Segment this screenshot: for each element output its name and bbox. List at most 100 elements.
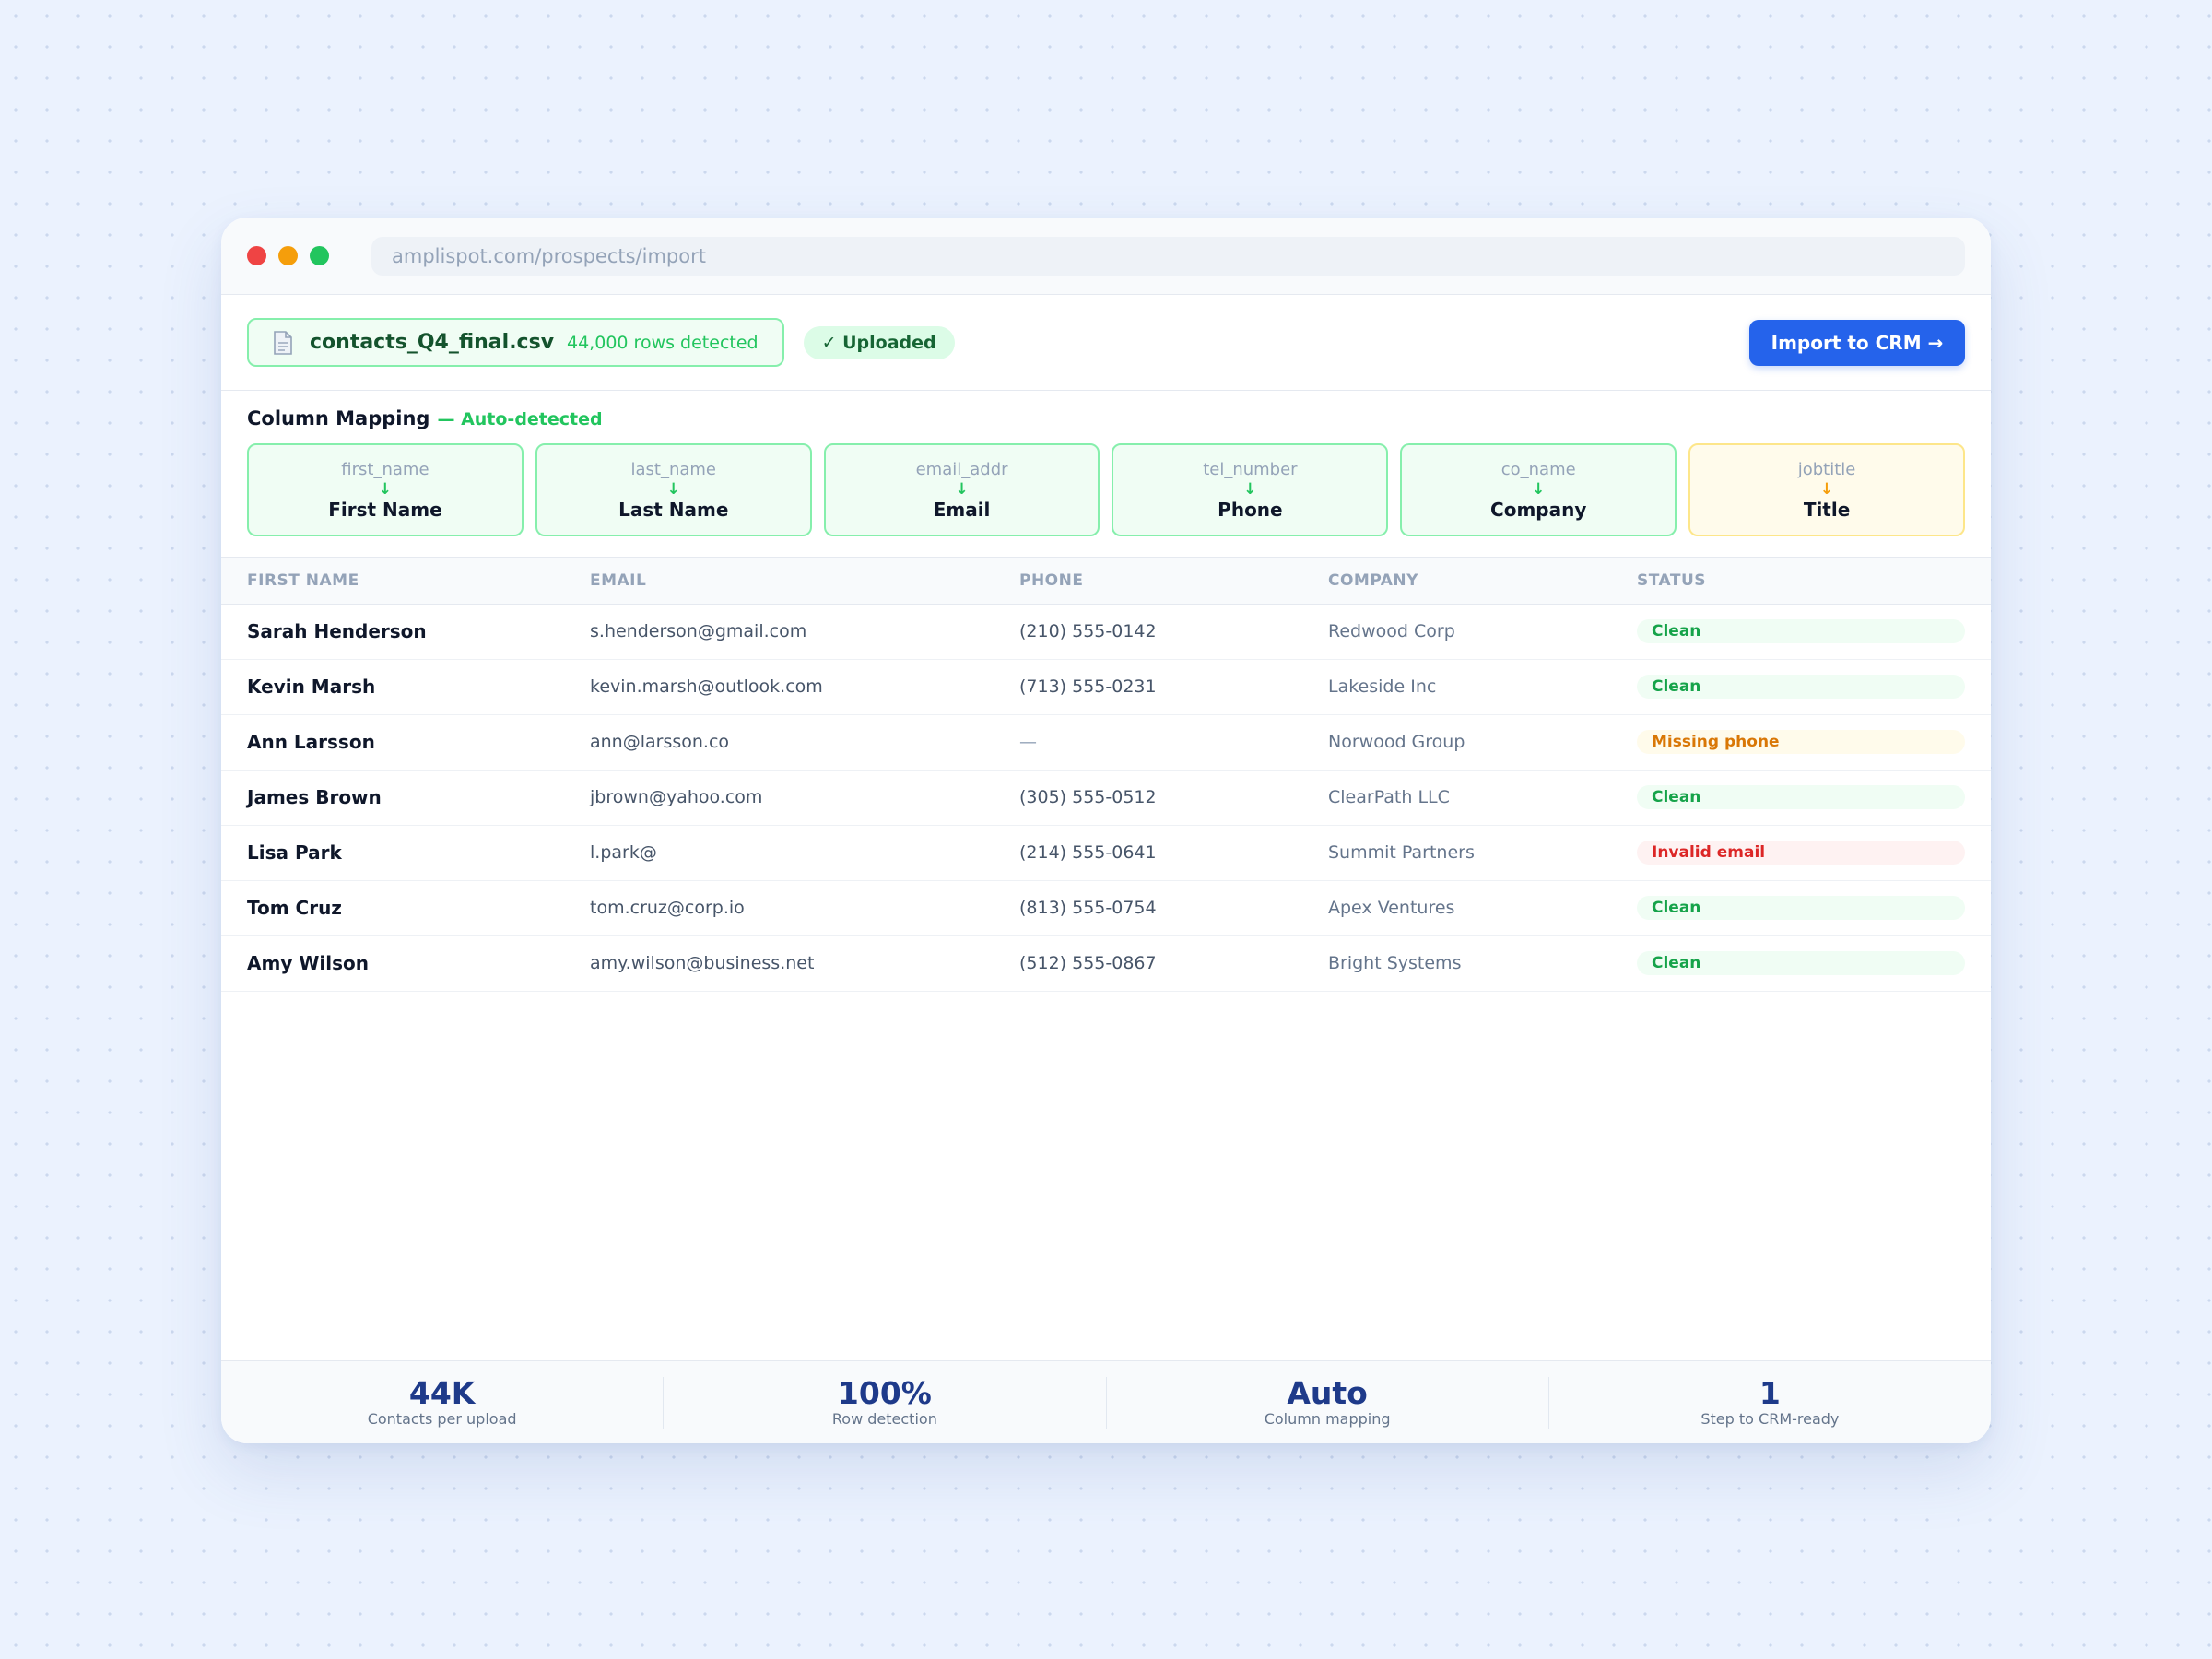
cell-name: Ann Larsson [221,714,590,771]
mapping-card-company[interactable]: co_name ↓ Company [1400,443,1677,536]
stat-label: Step to CRM-ready [1700,1409,1840,1428]
cell-status: Invalid email [1637,825,1991,881]
table-row[interactable]: Sarah Henderson s.henderson@gmail.com (2… [221,604,1991,660]
column-header-email[interactable]: EMAIL [590,558,1019,605]
arrow-down-icon: ↓ [955,479,969,499]
arrow-down-icon: ↓ [666,479,680,499]
cell-company: ClearPath LLC [1328,770,1637,826]
mapping-card-email[interactable]: email_addr ↓ Email [823,443,1100,536]
status-badge: Missing phone [1637,730,1965,754]
mapping-title: Column Mapping [247,407,430,429]
title-bar: amplispot.com/prospects/import [221,218,1991,295]
cell-email: ann@larsson.co [590,714,1019,771]
status-badge: Clean [1637,896,1965,920]
cell-phone: (813) 555-0754 [1019,880,1328,936]
close-window-button[interactable] [247,246,266,265]
cell-phone: — [1019,714,1328,771]
source-column: tel_number [1203,459,1298,479]
cell-name: James Brown [221,770,590,826]
contacts-table: FIRST NAME EMAIL PHONE COMPANY STATUS Sa… [221,558,1991,992]
table-row[interactable]: Amy Wilson amy.wilson@business.net (512)… [221,935,1991,992]
mapping-card-title[interactable]: jobtitle ↓ Title [1688,443,1965,536]
column-mapping-section: Column Mapping — Auto-detected first_nam… [221,391,1991,558]
table-row[interactable]: Tom Cruz tom.cruz@corp.io (813) 555-0754… [221,880,1991,936]
column-header-first-name[interactable]: FIRST NAME [221,558,590,605]
maximize-window-button[interactable] [310,246,329,265]
target-field: Last Name [618,498,729,521]
cell-email: amy.wilson@business.net [590,935,1019,992]
column-header-phone[interactable]: PHONE [1019,558,1328,605]
cell-name: Sarah Henderson [221,604,590,660]
stat-value: 1 [1759,1374,1781,1411]
browser-window: amplispot.com/prospects/import contacts_… [221,218,1991,1443]
status-badge: Clean [1637,675,1965,699]
table-header-row: FIRST NAME EMAIL PHONE COMPANY STATUS [221,558,1991,605]
cell-status: Clean [1637,880,1991,936]
target-field: Company [1490,498,1587,521]
mapping-cards: first_name ↓ First Name last_name ↓ Last… [247,443,1965,536]
cell-company: Redwood Corp [1328,604,1637,660]
table-row[interactable]: Lisa Park l.park@ (214) 555-0641 Summit … [221,825,1991,881]
cell-status: Missing phone [1637,714,1991,771]
cell-name: Amy Wilson [221,935,590,992]
cell-name: Tom Cruz [221,880,590,936]
arrow-down-icon: ↓ [1819,479,1834,499]
cell-phone: (512) 555-0867 [1019,935,1328,992]
stat-label: Contacts per upload [367,1409,517,1428]
address-bar[interactable]: amplispot.com/prospects/import [371,236,1965,276]
uploaded-badge: ✓ Uploaded [803,325,955,359]
cell-email: s.henderson@gmail.com [590,604,1019,660]
file-chip[interactable]: contacts_Q4_final.csv 44,000 rows detect… [247,318,784,367]
cell-company: Bright Systems [1328,935,1637,992]
stat-label: Column mapping [1264,1409,1391,1428]
stat-value: Auto [1287,1374,1368,1411]
status-badge: Clean [1637,785,1965,809]
table-row[interactable]: James Brown jbrown@yahoo.com (305) 555-0… [221,770,1991,826]
stat-value: 44K [408,1374,476,1411]
cell-company: Norwood Group [1328,714,1637,771]
target-field: Title [1803,498,1851,521]
import-to-crm-button[interactable]: Import to CRM → [1749,319,1965,366]
cell-email: l.park@ [590,825,1019,881]
cell-phone: (214) 555-0641 [1019,825,1328,881]
table-row[interactable]: Ann Larsson ann@larsson.co — Norwood Gro… [221,714,1991,771]
stat-label: Row detection [831,1409,937,1428]
cell-status: Clean [1637,604,1991,660]
stats-footer: 44K Contacts per upload 100% Row detecti… [221,1360,1991,1443]
cell-phone: (713) 555-0231 [1019,659,1328,715]
cell-email: kevin.marsh@outlook.com [590,659,1019,715]
stat-contacts: 44K Contacts per upload [221,1374,663,1429]
mapping-card-phone[interactable]: tel_number ↓ Phone [1112,443,1389,536]
stat-column-mapping: Auto Column mapping [1105,1374,1548,1429]
cell-company: Summit Partners [1328,825,1637,881]
arrow-down-icon: ↓ [1532,479,1546,499]
mapping-card-first-name[interactable]: first_name ↓ First Name [247,443,524,536]
stat-value: 100% [837,1374,932,1411]
table-row[interactable]: Kevin Marsh kevin.marsh@outlook.com (713… [221,659,1991,715]
status-badge: Clean [1637,951,1965,975]
source-column: co_name [1500,459,1576,479]
url-text: amplispot.com/prospects/import [392,244,706,267]
status-badge: Clean [1637,619,1965,643]
target-field: First Name [328,498,442,521]
cell-status: Clean [1637,659,1991,715]
mapping-subtitle: — Auto-detected [437,409,603,429]
mapping-card-last-name[interactable]: last_name ↓ Last Name [535,443,812,536]
cell-email: tom.cruz@corp.io [590,880,1019,936]
status-badge: Invalid email [1637,841,1965,865]
arrow-down-icon: ↓ [378,479,393,499]
column-header-company[interactable]: COMPANY [1328,558,1637,605]
file-name: contacts_Q4_final.csv [310,331,555,354]
minimize-window-button[interactable] [278,246,298,265]
stat-row-detection: 100% Row detection [663,1374,1105,1429]
cell-status: Clean [1637,770,1991,826]
cell-status: Clean [1637,935,1991,992]
source-column: first_name [341,459,429,479]
column-header-status[interactable]: STATUS [1637,558,1991,605]
target-field: Phone [1218,498,1283,521]
cell-phone: (305) 555-0512 [1019,770,1328,826]
target-field: Email [933,498,991,521]
arrow-down-icon: ↓ [1243,479,1257,499]
document-icon [274,330,292,355]
rows-detected: 44,000 rows detected [567,332,759,353]
